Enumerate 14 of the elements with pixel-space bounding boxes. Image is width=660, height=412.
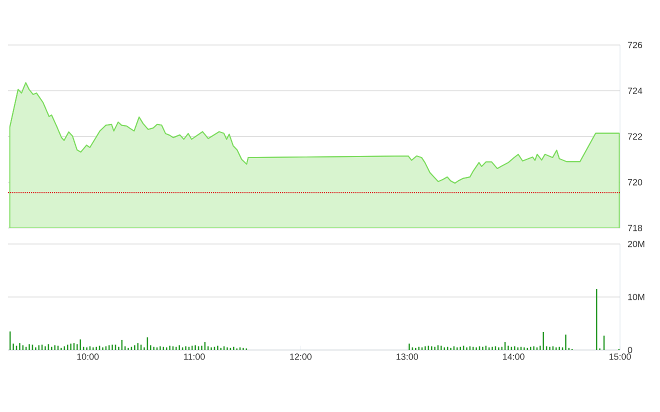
x-tick-label: 11:00 xyxy=(184,354,205,360)
x-tick-label: 15:00 xyxy=(609,354,631,360)
y-tick-label: 10M xyxy=(628,294,644,300)
y-tick-label: 718 xyxy=(628,224,642,232)
x-tick-label: 10:00 xyxy=(77,354,99,360)
y-tick-label: 0 xyxy=(628,346,632,354)
y-tick-label: 720 xyxy=(628,179,642,186)
y-tick-label: 724 xyxy=(628,88,642,94)
x-tick-label: 14:00 xyxy=(503,354,524,360)
x-tick-label: 13:00 xyxy=(396,354,418,360)
x-tick-label: 12:00 xyxy=(290,354,312,360)
y-tick-label: 20M xyxy=(628,240,644,248)
y-tick-label: 722 xyxy=(628,133,642,140)
y-tick-label: 726 xyxy=(628,42,642,48)
